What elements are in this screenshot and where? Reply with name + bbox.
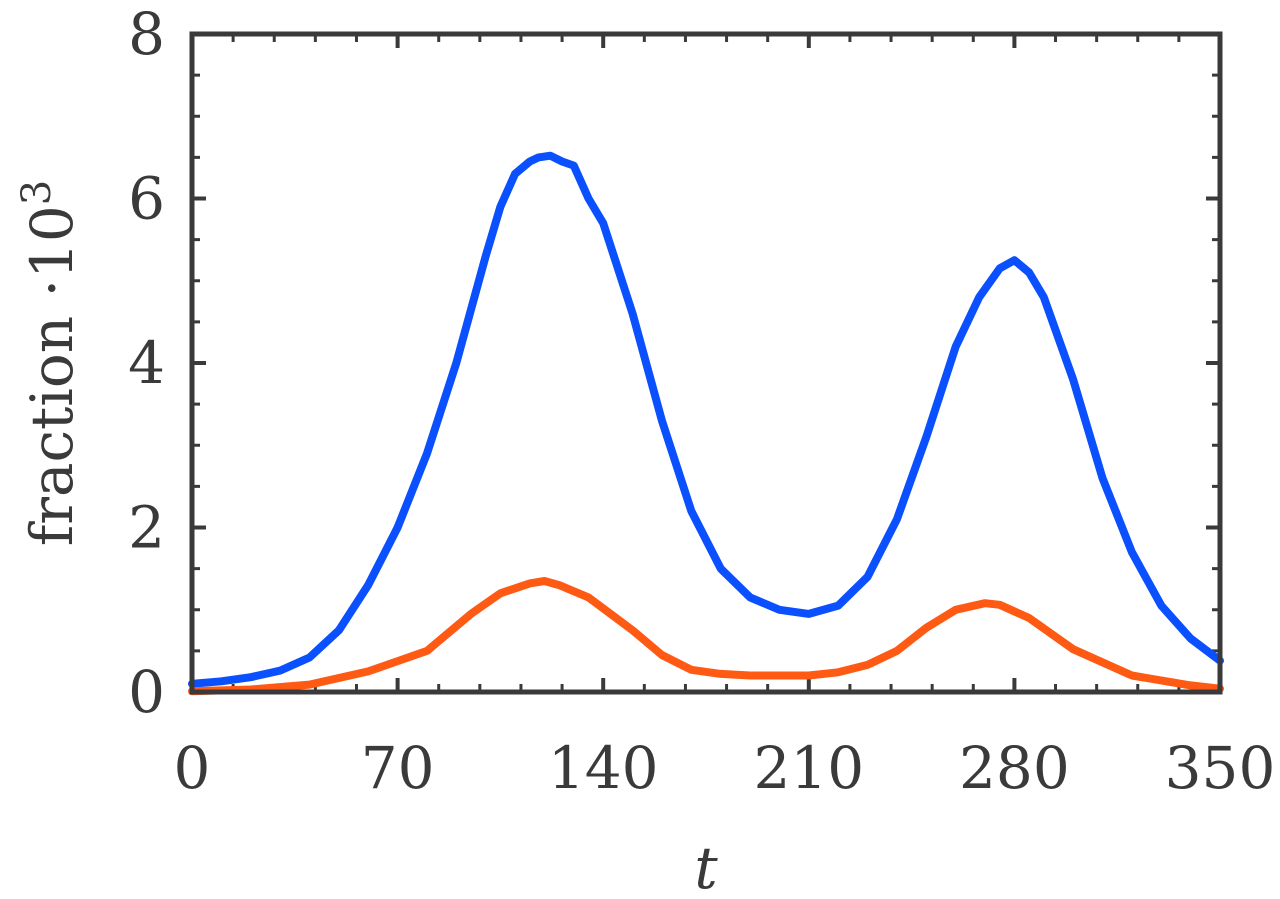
y-tick-label: 6 (128, 165, 165, 233)
y-tick-label: 8 (128, 0, 165, 68)
plot-frame (189, 31, 1223, 695)
y-axis-label: fraction ·103 (14, 180, 86, 547)
x-tick-label: 0 (174, 734, 211, 802)
x-tick-label: 140 (548, 734, 659, 802)
y-tick-label: 4 (128, 329, 165, 397)
y-axis-label-main: fraction ·10 (18, 205, 86, 546)
x-tick-labels: 0 70 140 210 280 350 (174, 734, 1276, 802)
y-tick-label: 2 (128, 494, 165, 562)
x-tick-label: 280 (959, 734, 1070, 802)
x-tick-label: 210 (753, 734, 864, 802)
series-line-1 (188, 151, 1224, 688)
y-tick-label: 0 (128, 658, 165, 726)
y-axis-label-exponent: 3 (14, 180, 60, 205)
x-axis-label: t (694, 834, 718, 899)
y-tick-labels: 0 2 4 6 8 (128, 0, 165, 726)
x-tick-label: 70 (361, 734, 435, 802)
x-tick-label: 350 (1165, 734, 1276, 802)
series-line-2 (188, 577, 1224, 696)
series-group (188, 151, 1224, 696)
